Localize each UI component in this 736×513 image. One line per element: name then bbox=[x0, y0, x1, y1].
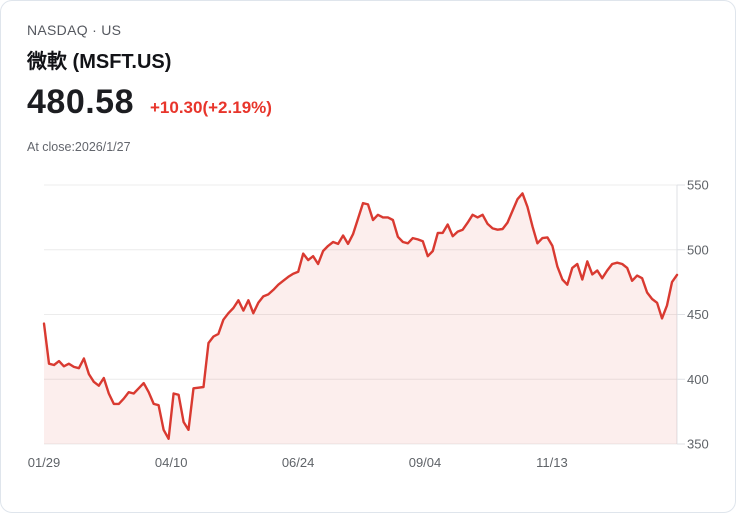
exchange-label: NASDAQ · US bbox=[27, 22, 122, 38]
x-tick-label: 04/10 bbox=[155, 455, 188, 470]
x-tick-label: 01/29 bbox=[28, 455, 61, 470]
x-tick-label: 11/13 bbox=[536, 455, 568, 470]
price-chart[interactable]: 550 500 450 400 350 01/29 04/10 06/24 09/04 11/13 bbox=[1, 171, 736, 491]
price-line bbox=[42, 192, 679, 440]
stock-title: 微軟 (MSFT.US) bbox=[27, 51, 172, 73]
last-price: 480.58 bbox=[27, 83, 134, 121]
price-area-fill bbox=[44, 193, 677, 444]
y-tick-label: 400 bbox=[687, 372, 709, 387]
price-change: +10.30(+2.19%) bbox=[150, 98, 272, 117]
price-row: 480.58 +10.30(+2.19%) bbox=[27, 83, 272, 122]
y-tick-label: 350 bbox=[687, 437, 709, 452]
price-chart-svg[interactable]: 550 500 450 400 350 01/29 04/10 06/24 09/04 11/13 bbox=[1, 171, 736, 491]
y-tick-label: 450 bbox=[687, 307, 709, 322]
x-tick-label: 09/04 bbox=[409, 455, 442, 470]
y-tick-label: 550 bbox=[687, 178, 709, 193]
y-tick-label: 500 bbox=[687, 242, 709, 257]
as-of-label: At close:2026/1/27 bbox=[27, 140, 131, 154]
x-tick-label: 06/24 bbox=[282, 455, 315, 470]
